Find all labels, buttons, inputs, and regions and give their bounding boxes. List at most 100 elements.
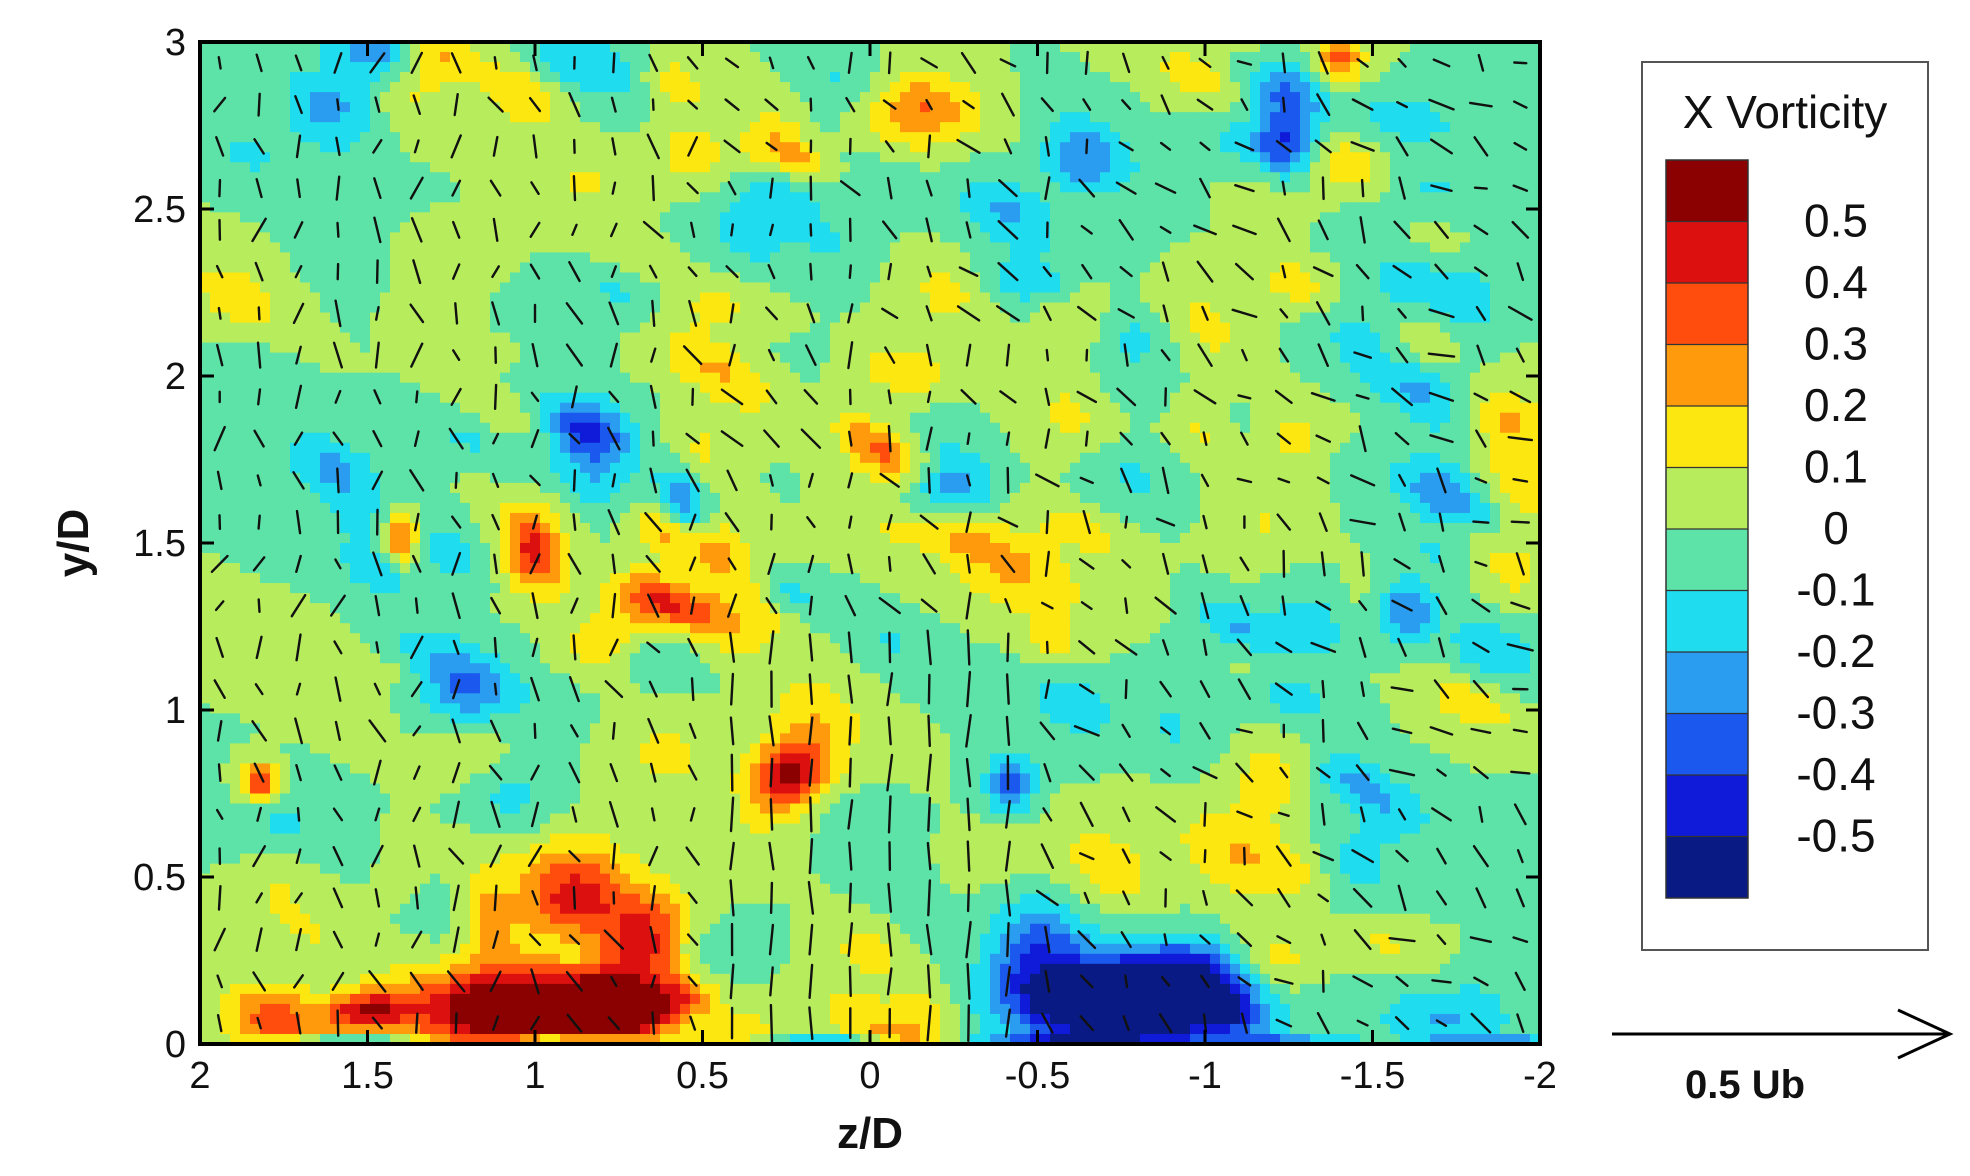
velocity-vector bbox=[1435, 596, 1448, 616]
velocity-vector bbox=[255, 635, 263, 660]
velocity-vector bbox=[886, 513, 893, 531]
velocity-vector bbox=[1275, 139, 1292, 153]
velocity-vector bbox=[1005, 715, 1011, 746]
velocity-vector bbox=[847, 472, 854, 489]
velocity-vector bbox=[724, 512, 740, 533]
velocity-vector bbox=[650, 807, 656, 822]
y-tick-label: 1.5 bbox=[133, 523, 186, 565]
velocity-vector bbox=[688, 722, 697, 739]
velocity-vector bbox=[1433, 220, 1450, 239]
velocity-vector bbox=[493, 383, 498, 410]
velocity-vector bbox=[254, 261, 264, 282]
velocity-vector bbox=[847, 674, 854, 704]
velocity-vector bbox=[1044, 550, 1051, 577]
velocity-vector bbox=[1163, 933, 1168, 947]
velocity-vector bbox=[1318, 512, 1328, 532]
velocity-vector bbox=[926, 964, 932, 999]
x-tick-label: -1 bbox=[1188, 1055, 1222, 1097]
velocity-vector bbox=[769, 757, 774, 788]
velocity-vector bbox=[1317, 893, 1330, 903]
velocity-vector bbox=[610, 975, 618, 987]
velocity-vector bbox=[805, 344, 817, 366]
velocity-vector bbox=[1236, 932, 1253, 948]
velocity-vector bbox=[568, 676, 580, 703]
velocity-vector bbox=[572, 469, 577, 492]
velocity-vector bbox=[372, 551, 383, 577]
velocity-vector bbox=[1164, 387, 1168, 407]
velocity-vector bbox=[295, 509, 302, 535]
velocity-vector bbox=[1472, 520, 1490, 524]
velocity-vector bbox=[1516, 262, 1525, 282]
velocity-vector bbox=[1510, 770, 1531, 775]
velocity-vector bbox=[216, 470, 223, 491]
velocity-vector bbox=[1477, 53, 1485, 72]
velocity-vector bbox=[1274, 389, 1293, 404]
velocity-vector bbox=[532, 514, 538, 530]
velocity-vector bbox=[1395, 975, 1409, 987]
velocity-vector bbox=[956, 305, 981, 322]
velocity-vector bbox=[1004, 966, 1011, 997]
velocity-vector bbox=[608, 301, 620, 326]
velocity-vector bbox=[1397, 884, 1407, 912]
velocity-vector bbox=[1044, 176, 1051, 201]
legend-label: -0.1 bbox=[1796, 564, 1875, 616]
velocity-vector bbox=[1358, 600, 1368, 612]
velocity-vector bbox=[532, 54, 538, 72]
x-tick-label: 0 bbox=[859, 1055, 880, 1097]
velocity-vector bbox=[1320, 933, 1327, 946]
velocity-vector bbox=[1237, 394, 1252, 400]
velocity-vector bbox=[1005, 800, 1011, 829]
y-tick-label: 0.5 bbox=[133, 857, 186, 899]
velocity-vector bbox=[294, 892, 303, 904]
velocity-vector bbox=[493, 682, 498, 696]
velocity-vector bbox=[607, 426, 621, 451]
velocity-vector bbox=[1005, 673, 1010, 705]
velocity-vector bbox=[729, 303, 735, 324]
velocity-vector bbox=[1004, 840, 1011, 872]
velocity-vector bbox=[1040, 97, 1055, 113]
velocity-vector bbox=[1475, 887, 1487, 909]
velocity-vector bbox=[527, 845, 543, 868]
velocity-vector bbox=[1360, 681, 1366, 697]
velocity-vector bbox=[848, 716, 853, 746]
x-tick-label: -0.5 bbox=[1005, 1055, 1070, 1097]
velocity-vector bbox=[332, 887, 344, 909]
x-axis-ticks: 2 1.5 1 0.5 0 -0.5 -1 -1.5 -2 bbox=[189, 42, 1557, 1097]
velocity-vector bbox=[609, 638, 619, 657]
velocity-vector bbox=[218, 178, 222, 198]
velocity-vector bbox=[966, 474, 972, 487]
velocity-vector bbox=[1428, 391, 1455, 402]
velocity-vector bbox=[1512, 184, 1529, 192]
velocity-vector bbox=[1161, 466, 1170, 495]
velocity-vector bbox=[887, 262, 893, 281]
velocity-vector bbox=[727, 593, 738, 618]
velocity-vector bbox=[412, 259, 422, 285]
velocity-vector bbox=[844, 594, 857, 617]
velocity-vector bbox=[257, 388, 262, 406]
velocity-vector bbox=[765, 141, 778, 152]
velocity-vector bbox=[492, 1015, 500, 1032]
velocity-vector bbox=[374, 341, 380, 369]
velocity-vector bbox=[1356, 58, 1369, 68]
velocity-vector bbox=[926, 1004, 932, 1042]
velocity-vector bbox=[529, 263, 541, 280]
velocity-vector bbox=[1199, 680, 1211, 698]
velocity-vector bbox=[887, 555, 892, 572]
velocity-vector bbox=[1394, 1016, 1410, 1031]
velocity-vector bbox=[958, 266, 979, 277]
velocity-vector bbox=[682, 345, 703, 366]
velocity-vector bbox=[1120, 931, 1132, 949]
velocity-vector bbox=[567, 552, 582, 575]
velocity-vector bbox=[997, 262, 1019, 282]
velocity-vector bbox=[454, 1012, 458, 1034]
velocity-vector bbox=[1199, 934, 1211, 945]
velocity-vector bbox=[330, 594, 346, 617]
velocity-vector bbox=[887, 51, 892, 75]
velocity-vector bbox=[489, 970, 502, 993]
legend-label: 0.5 bbox=[1804, 195, 1868, 247]
legend-swatch bbox=[1666, 836, 1748, 899]
velocity-vector bbox=[1514, 971, 1526, 991]
velocity-vector bbox=[808, 923, 814, 956]
legend-label: 0.3 bbox=[1804, 318, 1868, 370]
velocity-vector bbox=[1315, 600, 1332, 611]
